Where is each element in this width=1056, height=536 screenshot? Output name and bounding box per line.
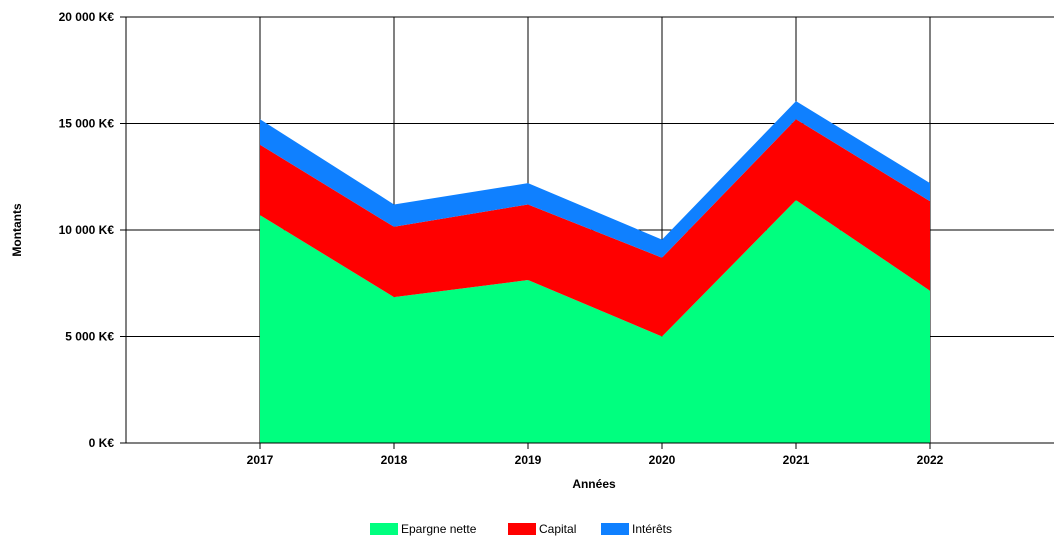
x-tick-label: 2021 bbox=[783, 453, 810, 467]
legend-swatch-epargne-nette bbox=[370, 523, 398, 535]
y-tick-label: 20 000 K€ bbox=[59, 10, 115, 24]
y-tick-label: 0 K€ bbox=[89, 436, 115, 450]
x-axis-title: Années bbox=[572, 477, 616, 491]
legend: Epargne nette Capital Intérêts bbox=[370, 522, 672, 536]
legend-label-epargne-nette: Epargne nette bbox=[401, 522, 477, 536]
legend-label-capital: Capital bbox=[539, 522, 576, 536]
area-int-r-ts bbox=[260, 101, 930, 258]
y-axis-title: Montants bbox=[10, 203, 24, 257]
legend-label-int-r-ts: Intérêts bbox=[632, 522, 672, 536]
y-tick-label: 5 000 K€ bbox=[65, 330, 114, 344]
area-epargne-nette bbox=[260, 200, 930, 443]
x-tick-label: 2018 bbox=[381, 453, 408, 467]
y-tick-label: 10 000 K€ bbox=[59, 223, 115, 237]
x-tick-label: 2020 bbox=[649, 453, 676, 467]
x-tick-label: 2019 bbox=[515, 453, 542, 467]
plot-areas bbox=[260, 101, 930, 443]
axes: 0 K€ 5 000 K€ 10 000 K€ 15 000 K€ 20 000 K€ 2… bbox=[59, 10, 1054, 467]
legend-swatch-int-r-ts bbox=[601, 523, 629, 535]
y-tick-label: 15 000 K€ bbox=[59, 117, 115, 131]
x-tick-label: 2017 bbox=[247, 453, 274, 467]
x-tick-label: 2022 bbox=[917, 453, 944, 467]
legend-swatch-capital bbox=[508, 523, 536, 535]
area-capital bbox=[260, 119, 930, 337]
